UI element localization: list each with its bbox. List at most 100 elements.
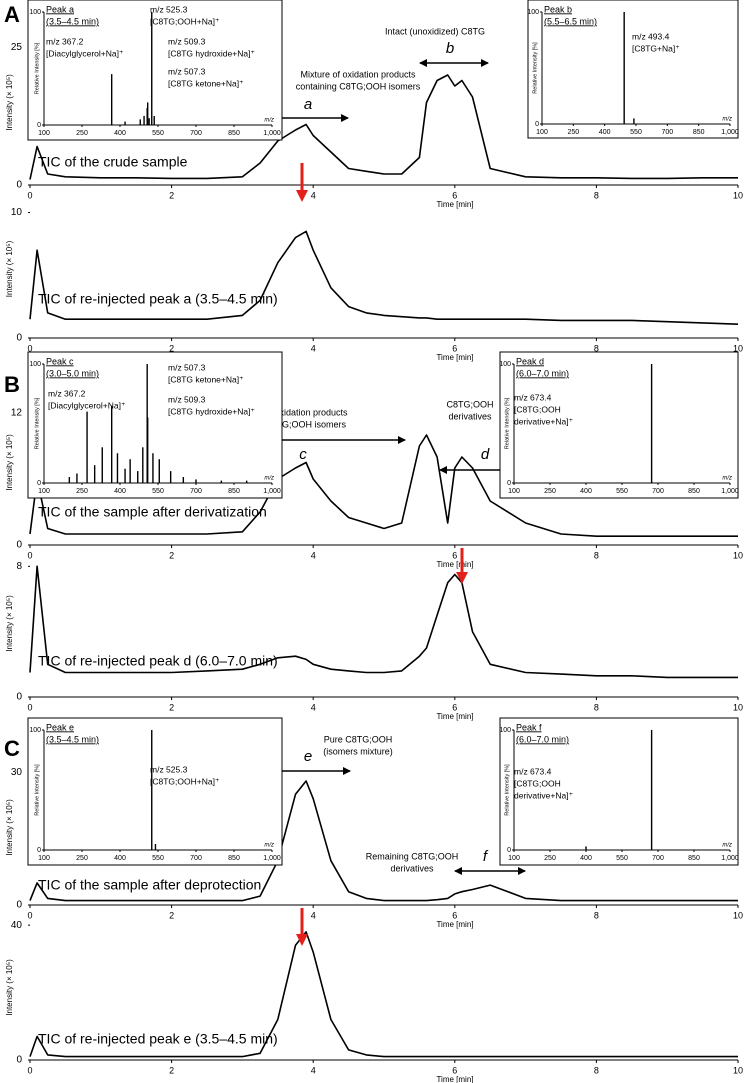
y-tick-label: 0: [37, 122, 41, 129]
y-axis-label: Relative Intensity [%]: [504, 397, 510, 449]
x-axis-label: Time [min]: [436, 353, 473, 362]
y-axis-label: Relative Intensity [%]: [532, 42, 538, 94]
y-axis-label: Intensity (× 10⁵): [5, 959, 14, 1016]
x-axis-label: m/z: [264, 843, 274, 849]
x-tick-label: 100: [38, 130, 50, 137]
inset-subtitle: (6.0–7.0 min): [516, 734, 569, 744]
x-tick-label: 100: [508, 855, 520, 862]
x-tick-label: 100: [38, 488, 50, 495]
inset-subtitle: (3.0–5.0 min): [46, 368, 99, 378]
x-tick-label: 100: [508, 488, 520, 495]
reinjection-arrows: [296, 163, 468, 946]
x-tick-label: 250: [76, 130, 88, 137]
y-tick-label: 0: [507, 847, 511, 854]
x-axis-label: Time [min]: [436, 712, 473, 721]
annotation: (isomers mixture): [323, 746, 393, 756]
y-tick-label: 100: [29, 727, 41, 734]
x-tick-label: 700: [190, 488, 202, 495]
y-tick-label: 100: [499, 727, 511, 734]
x-tick-label: 0: [27, 910, 32, 920]
y-tick-label: 0: [535, 121, 539, 128]
x-tick-label: 8: [594, 702, 599, 712]
inset-frame: [27, 717, 283, 866]
x-tick-label: 1,000: [263, 488, 281, 495]
x-axis-label: m/z: [264, 476, 274, 482]
y-tick-label: 0: [16, 900, 22, 911]
x-tick-label: 700: [661, 129, 673, 136]
peak-annotation: [C8TG+Na]⁺: [632, 43, 680, 53]
panel-label: B: [4, 372, 20, 397]
trace-label: TIC of the sample after derivatization: [38, 504, 267, 520]
peak-annotation: [C8TG;OOH: [514, 404, 561, 414]
annotation: f: [483, 848, 489, 865]
x-axis-label: Time [min]: [436, 920, 473, 929]
trace-label: TIC of re-injected peak d (6.0–7.0 min): [38, 653, 278, 669]
peak-annotation: m/z 673.4: [514, 392, 552, 402]
inset-subtitle: (3.5–4.5 min): [46, 16, 99, 26]
x-tick-label: 700: [190, 855, 202, 862]
x-tick-label: 550: [152, 855, 164, 862]
x-tick-label: 2: [169, 1065, 174, 1075]
x-tick-label: 0: [27, 1065, 32, 1075]
y-tick-label: 0: [16, 540, 22, 551]
x-tick-label: 4: [311, 550, 316, 560]
x-tick-label: 6: [452, 343, 457, 353]
x-tick-label: 400: [114, 488, 126, 495]
y-axis-label: Intensity (× 10⁵): [5, 595, 14, 652]
y-tick-label: 100: [499, 361, 511, 368]
x-tick-label: 550: [616, 488, 628, 495]
peak-annotation: [C8TG hydroxide+Na]⁺: [168, 406, 255, 416]
peak-annotation: m/z 493.4: [632, 31, 670, 41]
x-tick-label: 4: [311, 343, 316, 353]
x-tick-label: 8: [594, 1065, 599, 1075]
y-tick-label: 40: [11, 920, 23, 931]
x-tick-label: 400: [114, 130, 126, 137]
x-tick-label: 700: [652, 855, 664, 862]
x-axis-label: Time [min]: [436, 200, 473, 209]
x-tick-label: 10: [733, 702, 743, 712]
y-tick-label: 0: [37, 480, 41, 487]
annotation: Mixture of oxidation products: [300, 69, 416, 79]
x-tick-label: 400: [580, 488, 592, 495]
x-tick-label: 550: [152, 130, 164, 137]
x-tick-label: 8: [594, 343, 599, 353]
x-tick-label: 100: [536, 129, 548, 136]
y-tick-label: 100: [527, 9, 539, 16]
x-tick-label: 400: [580, 855, 592, 862]
annotation: Pure C8TG;OOH: [324, 734, 393, 744]
x-tick-label: 8: [594, 190, 599, 200]
annotation: c: [299, 446, 307, 463]
peak-annotation: m/z 673.4: [514, 766, 552, 776]
peak-annotation: [Diacylglycerol+Na]⁺: [46, 48, 123, 58]
inset-frame: [499, 351, 739, 499]
x-axis-label: m/z: [264, 118, 274, 124]
y-axis-label: Intensity (× 10⁵): [5, 240, 14, 297]
y-tick-label: 0: [16, 180, 22, 191]
x-tick-label: 8: [594, 910, 599, 920]
y-tick-label: 0: [16, 1055, 22, 1066]
x-tick-label: 6: [452, 1065, 457, 1075]
tic-line: [29, 780, 738, 902]
x-tick-label: 400: [599, 129, 611, 136]
y-tick-label: 100: [29, 9, 41, 16]
x-axis-label: Time [min]: [436, 1075, 473, 1083]
peak-annotation: m/z 367.2: [48, 388, 86, 398]
x-tick-label: 10: [733, 190, 743, 200]
annotation: b: [446, 40, 454, 57]
x-tick-label: 850: [228, 488, 240, 495]
peak-annotation: m/z 367.2: [46, 36, 84, 46]
inset-title: Peak a: [46, 4, 74, 14]
annotation: derivatives: [390, 863, 434, 873]
x-tick-label: 1,000: [263, 855, 281, 862]
annotation: C8TG;OOH: [446, 399, 493, 409]
y-tick-label: 30: [11, 767, 23, 778]
y-axis-label: Relative Intensity [%]: [34, 764, 40, 816]
x-tick-label: 0: [27, 550, 32, 560]
x-tick-label: 850: [228, 130, 240, 137]
x-tick-label: 850: [688, 855, 700, 862]
